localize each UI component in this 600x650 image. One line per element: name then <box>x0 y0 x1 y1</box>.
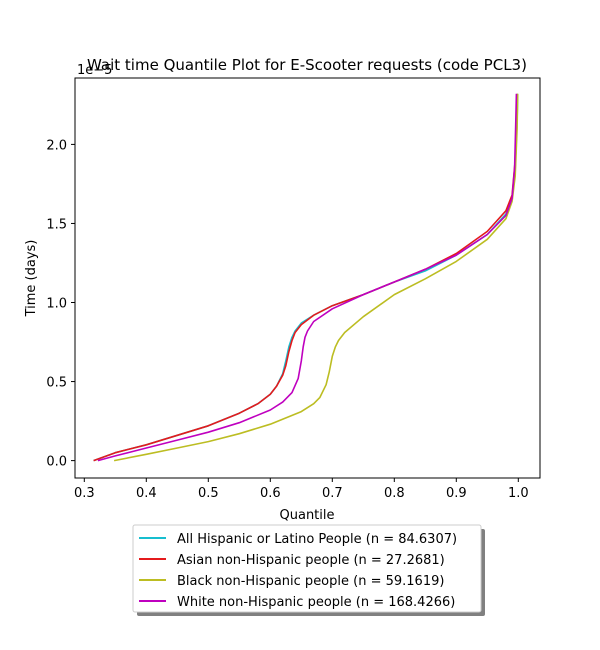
plot-lines <box>93 93 519 462</box>
x-tick-label: 0.6 <box>260 486 281 501</box>
y-tick-label: 1.0 <box>46 297 67 312</box>
y-tick-label: 0.0 <box>46 455 67 470</box>
x-tick-label: 1.0 <box>508 486 529 501</box>
y-axis-ticks: 0.0 0.5 1.0 1.5 2.0 <box>46 138 75 470</box>
legend-label-3: Black non-Hispanic people (n = 59.1619) <box>177 574 444 589</box>
x-tick-label: 0.7 <box>322 486 343 501</box>
y-axis-label: Time (days) <box>24 240 39 318</box>
x-axis-ticks: 0.3 0.4 0.5 0.6 0.7 0.8 0.9 1.0 <box>74 478 529 501</box>
x-tick-label: 0.8 <box>384 486 405 501</box>
series-line-1 <box>93 93 519 462</box>
x-tick-label: 0.3 <box>74 486 95 501</box>
x-tick-label: 0.5 <box>198 486 219 501</box>
legend-label-2: Asian non-Hispanic people (n = 27.2681) <box>177 553 445 568</box>
legend: All Hispanic or Latino People (n = 84.63… <box>132 524 485 616</box>
y-axis-offset-label: 1e−5 <box>77 63 112 78</box>
legend-label-1: All Hispanic or Latino People (n = 84.63… <box>177 532 457 547</box>
x-axis-label: Quantile <box>280 508 335 523</box>
chart-title: Wait time Quantile Plot for E-Scooter re… <box>87 56 527 74</box>
legend-label-4: White non-Hispanic people (n = 168.4266) <box>177 595 455 610</box>
x-tick-label: 0.9 <box>446 486 467 501</box>
legend-box <box>132 524 482 613</box>
series-line-2 <box>93 93 518 462</box>
y-tick-label: 2.0 <box>46 138 67 153</box>
plot-frame <box>74 77 541 479</box>
y-tick-label: 0.5 <box>46 376 67 391</box>
y-tick-label: 1.5 <box>46 217 67 232</box>
legend-entries: All Hispanic or Latino People (n = 84.63… <box>139 532 457 610</box>
series-line-4 <box>97 93 518 462</box>
series-line-3 <box>113 93 519 462</box>
x-tick-label: 0.4 <box>136 486 157 501</box>
